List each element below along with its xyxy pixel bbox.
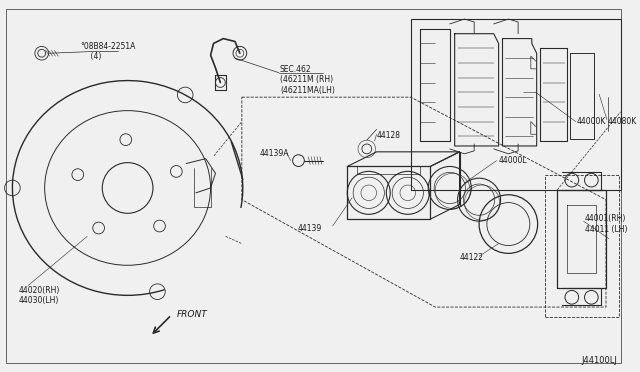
Text: 44128: 44128 — [376, 131, 401, 140]
Text: °08B84-2251A
    (4): °08B84-2251A (4) — [81, 42, 136, 61]
Text: 44001(RH)
44011 (LH): 44001(RH) 44011 (LH) — [584, 214, 627, 234]
Text: SEC.462
(46211M (RH)
(46211MA(LH): SEC.462 (46211M (RH) (46211MA(LH) — [280, 65, 335, 95]
Text: 44139A: 44139A — [259, 149, 289, 158]
Text: 44080K: 44080K — [608, 117, 637, 126]
Text: FRONT: FRONT — [177, 310, 207, 319]
Text: 44139: 44139 — [298, 224, 322, 233]
Text: 44122: 44122 — [460, 253, 484, 262]
Text: 44000L: 44000L — [499, 156, 527, 165]
Bar — [411, 19, 621, 190]
Text: 44000K: 44000K — [577, 117, 606, 126]
Bar — [545, 175, 619, 317]
Text: J44100LJ: J44100LJ — [582, 356, 618, 365]
Text: 44020(RH)
44030(LH): 44020(RH) 44030(LH) — [19, 286, 60, 305]
